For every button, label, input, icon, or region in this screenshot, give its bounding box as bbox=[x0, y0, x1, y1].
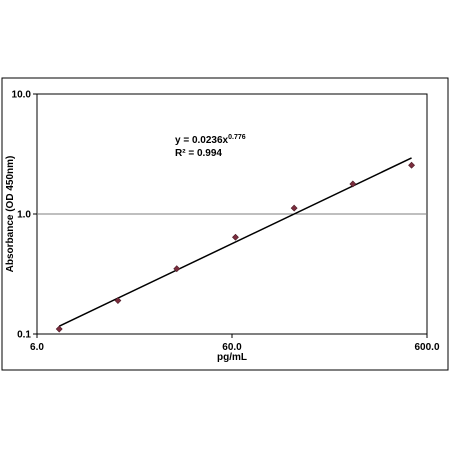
equation-base: y = 0.0236x bbox=[175, 135, 229, 146]
data-point bbox=[173, 265, 181, 273]
r-squared-label: R² = 0.994 bbox=[175, 148, 222, 159]
x-tick-label: 60.0 bbox=[222, 342, 242, 353]
data-point bbox=[290, 204, 298, 212]
x-tick-label: 600.0 bbox=[414, 342, 439, 353]
data-point bbox=[232, 233, 239, 241]
y-tick-label: 1.0 bbox=[17, 210, 31, 221]
trendline-equation: y = 0.0236x0.776 bbox=[175, 134, 246, 146]
data-point bbox=[114, 297, 122, 304]
data-points bbox=[55, 161, 415, 333]
data-point bbox=[55, 325, 63, 333]
y-tick-labels: 0.1 1.0 10.0 bbox=[12, 90, 32, 341]
x-tick-label: 6.0 bbox=[30, 342, 44, 353]
axis-ticks bbox=[33, 93, 428, 338]
x-axis-label: pg/mL bbox=[217, 352, 247, 363]
data-point bbox=[349, 180, 357, 188]
x-tick-labels: 6.0 60.0 600.0 bbox=[30, 342, 440, 353]
y-tick-label: 10.0 bbox=[12, 90, 32, 101]
y-tick-label: 0.1 bbox=[17, 330, 31, 341]
data-point bbox=[408, 161, 415, 169]
equation-exponent: 0.776 bbox=[228, 134, 246, 141]
y-axis-label: Absorbance (OD 450nm) bbox=[5, 156, 16, 273]
